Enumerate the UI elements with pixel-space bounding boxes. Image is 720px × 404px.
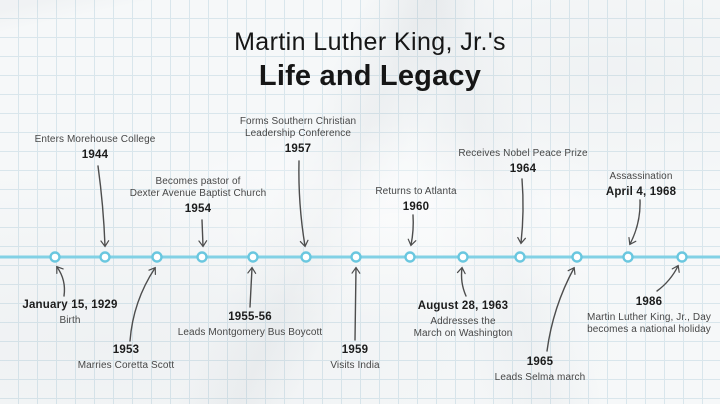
- event-label-line: Assassination: [609, 171, 673, 182]
- timeline-dot: [49, 251, 61, 263]
- event-arrow: [628, 199, 641, 246]
- timeline-dot: [676, 251, 688, 263]
- event-arrow: [546, 266, 576, 352]
- event-arrow: [247, 266, 257, 308]
- timeline-event: Forms Southern Christian Leadership Confe…: [240, 116, 356, 156]
- event-label-line: becomes a national holiday: [587, 324, 711, 335]
- event-date: 1953: [112, 344, 140, 356]
- event-label: Leads Montgomery Bus Boycott: [178, 327, 323, 339]
- event-arrow: [97, 165, 110, 248]
- timeline-event: 1965 Leads Selma march: [495, 356, 586, 384]
- event-label: Receives Nobel Peace Prize: [458, 148, 587, 160]
- timeline-event: 1953 Marries Coretta Scott: [78, 344, 175, 372]
- timeline-dot: [457, 251, 469, 263]
- event-label-line: Dexter Avenue Baptist Church: [129, 188, 267, 199]
- timeline-dot: [350, 251, 362, 263]
- poster-title: Martin Luther King, Jr.'s Life and Legac…: [234, 28, 506, 93]
- event-label: Addresses the March on Washington: [414, 316, 513, 340]
- event-label: Returns to Atlanta: [375, 186, 456, 198]
- event-arrow: [517, 178, 526, 245]
- timeline-dot: [571, 251, 583, 263]
- event-date: 1986: [635, 296, 663, 308]
- event-label: Visits India: [330, 360, 379, 372]
- event-date: 1957: [284, 143, 312, 155]
- title-line-1: Martin Luther King, Jr.'s: [234, 28, 506, 56]
- event-label: Marries Coretta Scott: [78, 360, 175, 372]
- event-label-line: Birth: [59, 315, 81, 326]
- event-arrow: [656, 264, 680, 292]
- event-label: Enters Morehouse College: [35, 134, 156, 146]
- event-label-line: Enters Morehouse College: [34, 134, 156, 145]
- event-label: Becomes pastor of Dexter Avenue Baptist C…: [130, 176, 267, 200]
- event-arrow: [456, 266, 467, 297]
- timeline-dot: [300, 251, 312, 263]
- timeline-event: January 15, 1929 Birth: [22, 299, 117, 327]
- event-date: January 15, 1929: [22, 299, 118, 311]
- event-label-line: Addresses the: [430, 316, 496, 327]
- event-date: 1965: [526, 356, 554, 368]
- event-label-line: Visits India: [330, 360, 380, 371]
- timeline-dot: [404, 251, 416, 263]
- event-label-line: Forms Southern Christian: [239, 116, 357, 127]
- event-date: 1964: [509, 163, 537, 175]
- event-date: 1960: [402, 201, 430, 213]
- event-date: 1954: [184, 203, 212, 215]
- timeline-dot: [622, 251, 634, 263]
- event-date: 1944: [81, 149, 109, 161]
- timeline-dot: [514, 251, 526, 263]
- event-label-line: Leads Montgomery Bus Boycott: [177, 327, 323, 338]
- event-arrow: [351, 266, 361, 341]
- timeline-dots: [49, 251, 688, 263]
- event-date: April 4, 1968: [605, 186, 677, 198]
- event-label-line: Becomes pastor of: [155, 176, 241, 187]
- timeline-event: 1959 Visits India: [330, 344, 379, 372]
- event-arrow: [129, 266, 156, 342]
- title-line-2: Life and Legacy: [258, 60, 482, 92]
- event-date: 1959: [341, 344, 369, 356]
- event-label: Forms Southern Christian Leadership Confe…: [240, 116, 356, 140]
- event-arrow: [298, 160, 309, 248]
- timeline-event: Enters Morehouse College 1944: [35, 134, 156, 162]
- event-date: August 28, 1963: [417, 300, 509, 312]
- event-label-line: March on Washington: [413, 328, 513, 339]
- event-label-line: Receives Nobel Peace Prize: [458, 148, 588, 159]
- event-label-line: Marries Coretta Scott: [77, 360, 175, 371]
- timeline-dot: [99, 251, 111, 263]
- event-label-line: Returns to Atlanta: [375, 186, 457, 197]
- event-arrow: [56, 265, 66, 297]
- timeline-event: 1986 Martin Luther King, Jr., Day becomes …: [587, 296, 711, 336]
- timeline-event: Becomes pastor of Dexter Avenue Baptist C…: [130, 176, 267, 216]
- event-arrow: [407, 214, 417, 247]
- event-label-line: Martin Luther King, Jr., Day: [587, 312, 711, 323]
- event-label-line: Leads Selma march: [494, 372, 586, 383]
- timeline-event: 1955-56 Leads Montgomery Bus Boycott: [178, 311, 323, 339]
- timeline-event: Assassination April 4, 1968: [606, 171, 676, 199]
- timeline-arrows: [56, 160, 680, 352]
- event-arrow: [198, 219, 208, 248]
- timeline-dot: [247, 251, 259, 263]
- event-label: Assassination: [606, 171, 676, 183]
- timeline-event: Returns to Atlanta 1960: [375, 186, 456, 214]
- event-label: Birth: [22, 315, 117, 327]
- timeline-event: Receives Nobel Peace Prize 1964: [458, 148, 587, 176]
- timeline-event: August 28, 1963 Addresses the March on Was…: [414, 300, 513, 340]
- event-label-line: Leadership Conference: [244, 128, 352, 139]
- event-label: Leads Selma march: [495, 372, 586, 384]
- event-label: Martin Luther King, Jr., Day becomes a na…: [587, 312, 711, 336]
- event-date: 1955-56: [228, 311, 272, 323]
- timeline-dot: [151, 251, 163, 263]
- timeline-dot: [196, 251, 208, 263]
